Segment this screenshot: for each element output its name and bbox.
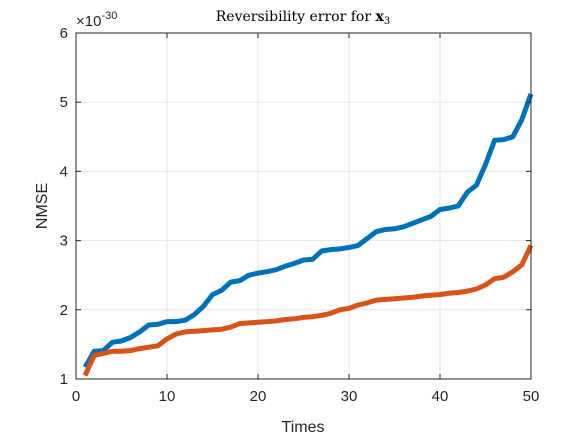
series-line-1 bbox=[82, 93, 534, 369]
x-tick-label: 10 bbox=[159, 388, 176, 405]
x-tick-label: 50 bbox=[523, 388, 540, 405]
y-exponent-prefix: ×10 bbox=[76, 13, 101, 30]
x-axis-title: Times bbox=[282, 419, 325, 436]
chart-title-text: Reversibility error for bbox=[216, 9, 372, 25]
y-tick-label: 5 bbox=[60, 94, 68, 111]
series-line-2 bbox=[82, 244, 534, 377]
y-tick-label: 1 bbox=[60, 371, 68, 388]
y-tick-labels: 1 2 3 4 5 6 bbox=[60, 25, 68, 388]
y-tick-label: 4 bbox=[60, 163, 68, 180]
tick-marks bbox=[75, 32, 532, 380]
y-tick-label: 2 bbox=[60, 302, 68, 319]
x-tick-label: 0 bbox=[72, 388, 80, 405]
chart-title-math: x bbox=[376, 9, 385, 25]
x-tick-label: 20 bbox=[250, 388, 267, 405]
series-layer bbox=[82, 93, 534, 377]
grid-lines bbox=[75, 32, 532, 380]
y-axis-title: NMSE bbox=[34, 183, 51, 229]
chart-title-subscript: 3 bbox=[384, 16, 390, 27]
x-tick-label: 40 bbox=[432, 388, 449, 405]
chart-title: Reversibility error for x3 bbox=[216, 9, 391, 27]
y-exponent-power: -30 bbox=[101, 10, 117, 22]
y-tick-label: 3 bbox=[60, 233, 68, 250]
x-tick-labels: 0 10 20 30 40 50 bbox=[72, 388, 540, 405]
y-exponent-label: ×10-30 bbox=[76, 10, 117, 30]
y-tick-label: 6 bbox=[60, 25, 68, 42]
x-tick-label: 30 bbox=[341, 388, 358, 405]
plot-frame bbox=[75, 32, 532, 380]
